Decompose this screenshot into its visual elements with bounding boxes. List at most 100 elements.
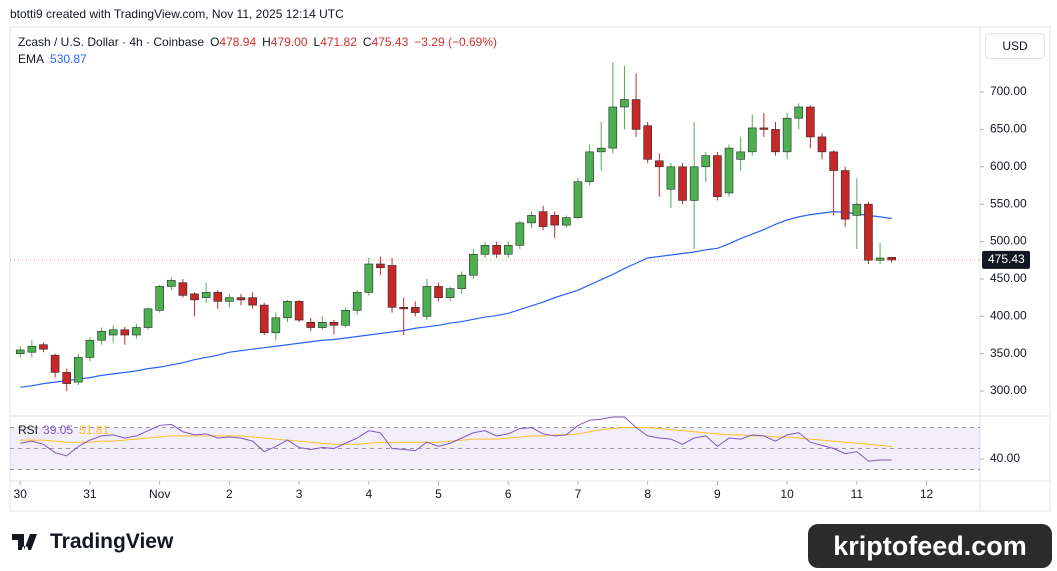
ohlc-key: C <box>362 35 372 49</box>
chart: 300.00 350.00 400.00 450.00 500.00 550.00 600.… <box>9 26 1051 512</box>
candle-body <box>864 203 873 261</box>
candle-body <box>817 136 827 153</box>
candle-body <box>329 321 339 326</box>
x-tick-label: 5 <box>435 487 442 501</box>
y-tick-label: 500.00 <box>990 234 1027 248</box>
candle-body <box>318 321 327 328</box>
ohlc-value: 479.00 <box>270 35 308 49</box>
change: −3.29 (−0.69%) <box>414 35 497 49</box>
candle-body <box>655 160 664 168</box>
x-tick-label: 9 <box>714 487 721 501</box>
candle-body <box>225 297 234 302</box>
x-tick-label: 6 <box>505 487 512 501</box>
candle-body <box>352 292 362 311</box>
candle-body <box>631 99 641 130</box>
y-tick-label: 40.00 <box>990 451 1020 465</box>
candle-body <box>248 297 257 306</box>
candle-body <box>492 244 501 255</box>
candle-body <box>515 222 525 246</box>
ohlc-key: O <box>210 35 220 49</box>
candle-body <box>585 151 594 183</box>
candle-body <box>840 170 850 220</box>
candle-body <box>550 215 560 226</box>
candle-body <box>782 117 792 153</box>
candle-body <box>434 286 443 298</box>
candle-body <box>747 127 757 153</box>
candle-body <box>562 217 571 226</box>
ohlc-key: H <box>262 35 271 49</box>
candle-body <box>713 155 722 198</box>
candle-body <box>236 297 246 301</box>
y-tick-label: 700.00 <box>990 84 1027 98</box>
x-tick-label: 10 <box>780 487 794 501</box>
candle-body <box>573 181 583 218</box>
candle-body <box>666 166 676 190</box>
candle-body <box>15 349 25 354</box>
candle-body <box>852 203 862 216</box>
rsi-value: 39.05 <box>43 423 73 437</box>
candle-body <box>620 99 629 108</box>
logo-text: TradingView <box>50 530 174 553</box>
currency-button[interactable]: USD <box>985 33 1045 59</box>
candle-body <box>27 345 37 353</box>
candle-body <box>410 307 420 313</box>
candle-body <box>271 317 281 334</box>
candle-body <box>294 301 304 321</box>
candle-body <box>608 106 618 149</box>
ema-value: 530.87 <box>50 52 87 66</box>
y-tick-label: 350.00 <box>990 346 1027 360</box>
candle-body <box>689 166 699 201</box>
x-tick-label: 2 <box>226 487 233 501</box>
ohlc-item: H479.00 <box>262 35 307 49</box>
candle-body <box>166 280 176 287</box>
candle-body <box>62 372 72 384</box>
frame <box>9 26 1051 512</box>
candle-body <box>39 344 48 350</box>
last-price-box <box>982 250 1030 269</box>
y-tick-label: 400.00 <box>990 308 1027 322</box>
y-tick-label: 300.00 <box>990 383 1027 397</box>
candle-body <box>190 293 199 301</box>
symbol-legend: Zcash / U.S. Dollar · 4h · Coinbase O478… <box>18 35 497 49</box>
candle-body <box>503 244 513 255</box>
candle-body <box>480 244 490 255</box>
candle-body <box>74 357 83 383</box>
x-tick-label: 8 <box>644 487 651 501</box>
candle-body <box>341 310 350 326</box>
candle-body <box>376 263 385 269</box>
watermark: kriptofeed.com <box>808 524 1052 568</box>
ema-name: EMA <box>18 52 45 66</box>
ohlc-item: O478.94 <box>210 35 256 49</box>
x-tick-label: 4 <box>365 487 372 501</box>
ema-legend: EMA 530.87 <box>18 52 87 66</box>
candle-body <box>538 211 548 227</box>
logo: TradingView <box>12 530 173 554</box>
candle-body <box>201 292 211 298</box>
candle-body <box>422 286 432 317</box>
x-tick-label: 30 <box>14 487 28 501</box>
x-tick-label: 7 <box>575 487 582 501</box>
ohlc-item: C475.43 <box>363 35 408 49</box>
x-tick-label: 3 <box>296 487 303 501</box>
last-price-label: 475.43 <box>988 252 1025 266</box>
ohlc-item: L471.82 <box>314 35 357 49</box>
candle-body <box>794 106 804 119</box>
y-tick-label: 550.00 <box>990 196 1027 210</box>
candle-body <box>364 263 374 293</box>
candle-body <box>306 321 316 328</box>
candle-body <box>178 282 188 296</box>
ema-line <box>20 211 892 388</box>
candle-body <box>527 215 536 224</box>
candle-body <box>155 286 164 311</box>
x-tick-label: 31 <box>83 487 97 501</box>
candle-body <box>143 308 153 328</box>
candle-body <box>701 155 711 168</box>
candle-body <box>724 147 734 194</box>
x-tick-label: 11 <box>851 487 864 501</box>
candle-body <box>887 257 896 261</box>
y-tick-label: 450.00 <box>990 271 1027 285</box>
candle-body <box>108 329 118 336</box>
logo-mark <box>12 534 37 550</box>
candle-body <box>97 330 106 341</box>
